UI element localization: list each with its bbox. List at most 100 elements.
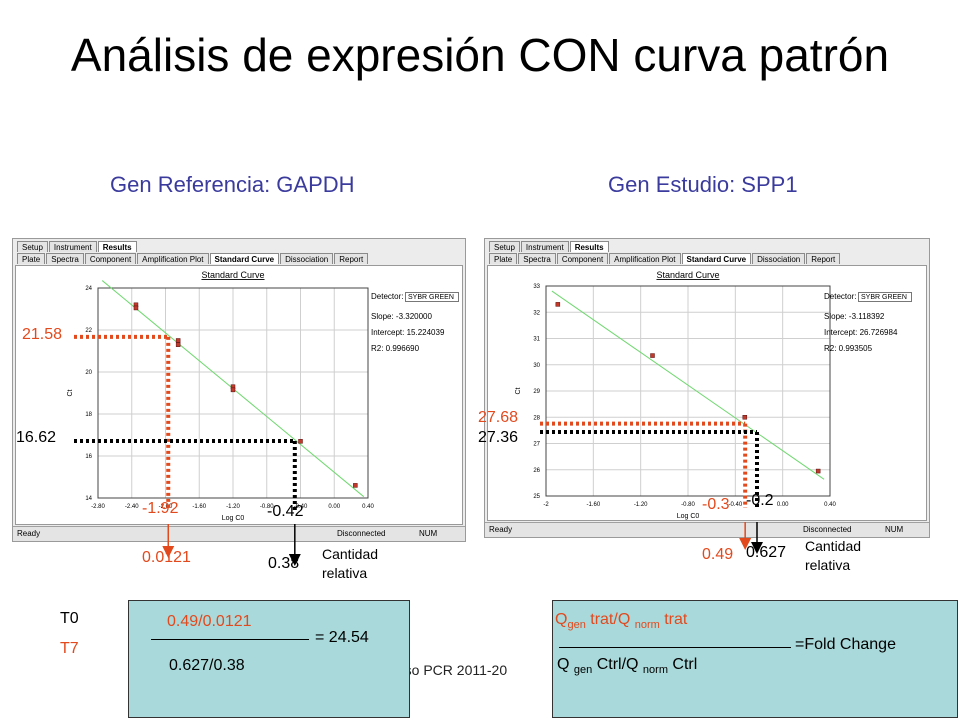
software-window-right: Setup Instrument Results Plate Spectra Compo… (484, 238, 930, 538)
detector-panel-left: Detector: SYBR GREEN Slope: -3.320000 In… (371, 292, 459, 354)
data-point (650, 353, 655, 358)
tab-standard-curve[interactable]: Standard Curve (209, 253, 280, 264)
formula-box-right: Qgen trat/Q norm trat =Fold Change Q gen… (552, 600, 958, 718)
y-tick-label: 18 (85, 412, 92, 418)
tab-amplification-plot-r[interactable]: Amplification Plot (609, 253, 681, 264)
data-point (555, 302, 561, 307)
data-point (815, 468, 821, 474)
status-bar-left: Ready Disconnected NUM (13, 526, 465, 541)
left-ct-treated-label: 21.58 (22, 326, 63, 343)
formula-right-numerator: Qgen trat/Q norm trat (555, 611, 688, 632)
x-tick-label: -1.20 (226, 504, 240, 510)
tab-component-r[interactable]: Component (556, 253, 609, 264)
y-axis-label: Ct (515, 387, 522, 394)
right-ct-treated-label: 27.68 (478, 409, 519, 426)
left-qty-treated-label: 0.0121 (142, 549, 191, 566)
status-ready-right: Ready (489, 525, 513, 534)
chart-area-right: Standard Curve -2 -1.60 -1.20 -0.80 -0.40 0.00… (487, 265, 927, 521)
r2-text-right: R2: 0.993505 (824, 344, 873, 353)
formula-left-result: = 24.54 (315, 629, 369, 646)
formula-right-result: =Fold Change (795, 636, 896, 653)
tab-standard-curve-r[interactable]: Standard Curve (681, 253, 752, 264)
intercept-text-right: Intercept: 26.726984 (824, 328, 898, 337)
x-tick-label: 0.00 (777, 502, 789, 508)
standard-curve-chart-spp1: Standard Curve -2 -1.60 -1.20 -0.80 -0.40 0.00… (515, 270, 836, 520)
status-num-left: NUM (419, 529, 438, 538)
tab-results[interactable]: Results (97, 241, 137, 252)
tab-instrument-r[interactable]: Instrument (520, 241, 569, 252)
intercept-text-left: Intercept: 15.224039 (371, 328, 445, 337)
status-disconnected-right: Disconnected (803, 525, 852, 534)
data-point (298, 439, 303, 444)
r2-text-left: R2: 0.996690 (371, 344, 420, 353)
y-tick-label: 24 (85, 286, 92, 292)
data-point (230, 387, 236, 393)
status-disconnected-left: Disconnected (337, 529, 386, 538)
software-window-left: Setup Instrument Results Plate Spectra Compo… (12, 238, 466, 542)
chart-area-left: Standard Curve -2.80 -2.40 -2.00 -1.60 -1.20 -… (15, 265, 463, 525)
x-tick-label: -1.60 (192, 504, 206, 510)
tab-report[interactable]: Report (334, 253, 369, 264)
x-tick-label: -0.40 (294, 504, 308, 510)
standard-curve-chart-gapdh: Standard Curve -2.80 -2.40 -2.00 -1.60 -1.20 -… (67, 270, 374, 522)
x-tick-label: 0.40 (824, 502, 836, 508)
y-tick-label: 20 (85, 370, 92, 376)
slope-text-right: Slope: -3.118392 (824, 312, 885, 321)
y-tick-label: 32 (533, 310, 540, 316)
left-logc0-control-label: -0.42 (267, 503, 304, 520)
tab-plate-r[interactable]: Plate (489, 253, 518, 264)
detector-select-left[interactable]: SYBR GREEN (405, 292, 459, 302)
tab-results-r[interactable]: Results (569, 241, 609, 252)
y-tick-label: 14 (85, 496, 92, 502)
tab-instrument[interactable]: Instrument (48, 241, 97, 252)
plot-frame (97, 287, 369, 499)
x-tick-label: -2.00 (159, 504, 173, 510)
formula-right-denominator: Q gen Ctrl/Q norm Ctrl (557, 656, 698, 677)
detector-select-right[interactable]: SYBR GREEN (858, 292, 912, 302)
formula-left-fraction-bar (151, 639, 309, 640)
y-tick-label: 31 (533, 337, 540, 343)
formula-right-fraction-bar (559, 647, 791, 648)
data-point (353, 483, 358, 488)
y-tick-label: 28 (533, 415, 540, 421)
time-t0-label: T0 (60, 610, 79, 627)
status-bar-right: Ready Disconnected NUM (485, 522, 929, 537)
tabs-sub-left: Plate Spectra Component Amplification Plot S… (17, 253, 369, 264)
right-logc0-control-label: -0.2 (746, 492, 774, 509)
x-tick-label: -2.80 (91, 504, 105, 510)
y-tick-label: 22 (85, 328, 92, 334)
data-point (742, 415, 748, 420)
x-tick-label: -0.80 (260, 504, 274, 510)
time-t7-label: T7 (60, 640, 79, 657)
data-point (133, 305, 139, 311)
tab-dissociation-r[interactable]: Dissociation (752, 253, 806, 264)
tab-amplification-plot[interactable]: Amplification Plot (137, 253, 209, 264)
left-relative-qty-label: Cantidad relativa (322, 546, 379, 581)
regression-line (551, 290, 825, 480)
x-tick-label: 0.40 (362, 504, 374, 510)
y-tick-label: 27 (533, 442, 540, 448)
subtitle-reference-gene: Gen Referencia: GAPDH (110, 172, 355, 197)
tab-spectra-r[interactable]: Spectra (518, 253, 556, 264)
tab-spectra[interactable]: Spectra (46, 253, 84, 264)
y-axis-label: Ct (67, 389, 74, 396)
left-ct-control-label: 16.62 (16, 429, 57, 446)
left-logc0-treated-label: -1.92 (142, 500, 179, 517)
x-tick-label: -1.20 (634, 502, 648, 508)
tab-report-r[interactable]: Report (806, 253, 841, 264)
tab-plate[interactable]: Plate (17, 253, 46, 264)
tabs-sub-right: Plate Spectra Component Amplification Plot S… (489, 253, 841, 264)
tab-dissociation[interactable]: Dissociation (280, 253, 334, 264)
tab-component[interactable]: Component (84, 253, 137, 264)
data-point (175, 342, 181, 347)
x-axis-label: Log C0 (677, 513, 700, 520)
slope-text-left: Slope: -3.320000 (371, 312, 432, 321)
chart-title: Standard Curve (656, 270, 719, 280)
x-tick-label: -2 (543, 502, 549, 508)
x-tick-label: -0.80 (681, 502, 695, 508)
tab-setup-r[interactable]: Setup (489, 241, 520, 252)
status-ready-left: Ready (17, 529, 41, 538)
tab-setup[interactable]: Setup (17, 241, 48, 252)
y-tick-label: 25 (533, 494, 540, 500)
